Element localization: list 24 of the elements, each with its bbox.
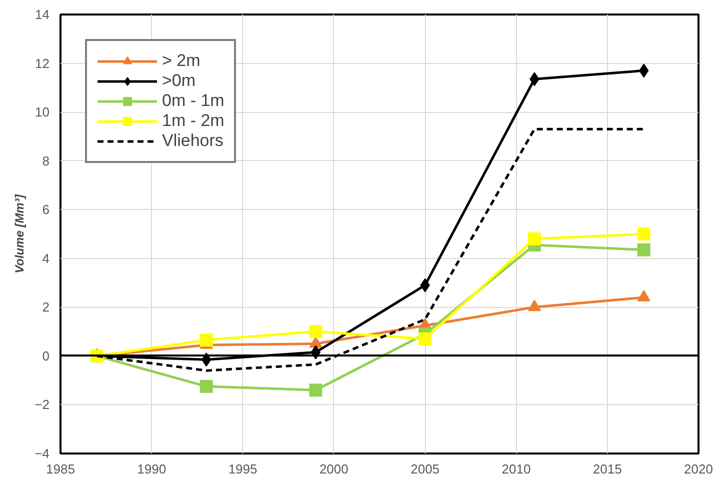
x-tick-label: 2010	[502, 462, 531, 476]
x-tick-label: 1990	[137, 462, 166, 476]
y-tick-label: 14	[35, 7, 50, 22]
legend-label: Vliehors	[162, 131, 224, 151]
x-tick-label: 2020	[684, 462, 713, 476]
legend-label: >0m	[162, 71, 196, 91]
y-tick-label: 10	[35, 104, 50, 120]
legend-label: 1m - 2m	[162, 111, 224, 131]
y-axis-title: Volume [Mm³]	[12, 194, 27, 274]
y-tick-label: 12	[35, 56, 50, 71]
y-tick-label: 4	[42, 250, 50, 266]
y-tick-label: 6	[42, 202, 50, 218]
y-tick-label: 0	[42, 348, 50, 364]
x-tick-label: 1995	[228, 462, 258, 476]
x-tick-label: 1985	[46, 462, 75, 476]
legend-label: 0m - 1m	[162, 91, 224, 111]
legend-label: > 2m	[162, 51, 200, 71]
y-tick-label: 2	[42, 300, 50, 315]
x-tick-label: 2015	[592, 462, 622, 476]
y-tick-label: −2	[34, 397, 50, 412]
x-tick-label: 2000	[319, 462, 348, 476]
y-tick-label: 8	[42, 153, 50, 168]
y-tick-label: −4	[34, 446, 50, 461]
x-tick-label: 2005	[410, 462, 440, 476]
